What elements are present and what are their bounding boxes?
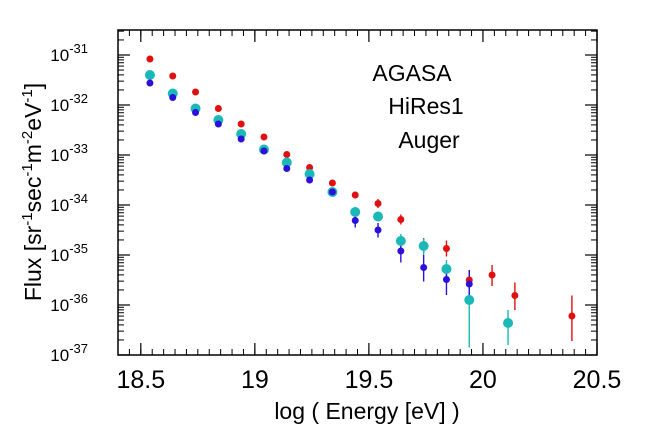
auger-point xyxy=(237,135,245,143)
agasa-point xyxy=(351,191,359,199)
x-tick-label: 20.5 xyxy=(573,366,622,394)
axis-ticks xyxy=(117,30,598,356)
agasa-point xyxy=(260,133,268,141)
agasa-point xyxy=(306,164,314,171)
hires1-point xyxy=(236,129,247,139)
y-label-suffix: ] xyxy=(20,83,46,89)
y-tick-label: 10-31 xyxy=(50,41,88,65)
agasa-point xyxy=(328,179,336,187)
auger-point xyxy=(420,264,428,271)
agasa-point xyxy=(488,271,496,279)
hires1-point xyxy=(441,264,452,274)
legend-entry-auger: Auger xyxy=(398,127,460,153)
hires1-point xyxy=(350,207,361,217)
y-tick-label: 10-37 xyxy=(50,341,88,365)
y-label-mid1: sec xyxy=(20,177,46,213)
y-label-sup3: -2 xyxy=(19,131,36,144)
x-tick-label: 19.5 xyxy=(345,366,394,394)
hires1-point xyxy=(281,157,292,168)
x-tick-label: 18.5 xyxy=(116,366,165,394)
auger-point xyxy=(214,120,222,128)
auger-point xyxy=(351,217,359,224)
hires1-point xyxy=(373,211,384,222)
auger-point xyxy=(146,79,154,87)
auger-point xyxy=(283,165,291,172)
x-tick-label: 20 xyxy=(469,366,497,394)
legend-entry-agasa: AGASA xyxy=(372,60,452,86)
hires1-point xyxy=(503,318,514,328)
agasa-point xyxy=(397,216,405,223)
auger-point xyxy=(260,147,268,155)
y-label-sup4: -1 xyxy=(19,89,36,102)
hires1-point xyxy=(144,70,155,80)
y-label-mid3: eV xyxy=(20,102,46,131)
hires1-point xyxy=(304,169,315,179)
auger-point xyxy=(306,176,314,184)
y-tick-label: 10-36 xyxy=(50,291,88,315)
y-tick-label: 10-35 xyxy=(50,241,88,265)
agasa-point xyxy=(169,72,177,80)
agasa-point xyxy=(192,88,200,96)
legend-entry-hires1: HiRes1 xyxy=(388,93,463,119)
y-label-sup2: -1 xyxy=(19,163,36,176)
auger-point xyxy=(192,109,200,116)
y-label-mid2: m xyxy=(20,144,46,163)
y-label-sup1: -1 xyxy=(19,212,36,225)
agasa-point xyxy=(442,245,450,252)
hires1-point xyxy=(418,241,429,251)
auger-point xyxy=(169,94,177,101)
auger-point xyxy=(328,188,336,196)
plot-frame xyxy=(117,29,598,356)
x-tick-label: 19 xyxy=(241,366,269,394)
hires1-point xyxy=(395,236,406,246)
hires1-point xyxy=(464,295,475,305)
y-label-prefix: Flux [sr xyxy=(20,225,46,301)
auger-point xyxy=(397,247,405,255)
agasa-point xyxy=(237,120,245,128)
y-tick-label: 10-32 xyxy=(50,91,88,115)
y-tick-label: 10-33 xyxy=(50,141,88,165)
agasa-point xyxy=(374,200,382,207)
y-tick-label: 10-34 xyxy=(50,191,88,215)
agasa-point xyxy=(568,312,576,320)
auger-point xyxy=(374,226,382,234)
agasa-point xyxy=(214,105,222,112)
tick-labels: 18.5 19 19.5 20 20.5 10-31 10-32 10-33 10-34 10-3… xyxy=(50,41,621,394)
agasa-point xyxy=(146,55,154,63)
x-axis-label: log ( Energy [eV] ) xyxy=(274,398,459,424)
agasa-point xyxy=(283,151,291,158)
auger-point xyxy=(442,276,450,283)
auger-point xyxy=(465,280,473,288)
data-points xyxy=(144,55,576,328)
y-axis-label: Flux [sr-1sec-1m-2eV-1] xyxy=(19,83,46,301)
agasa-point xyxy=(511,292,519,299)
legend: AGASA HiRes1 Auger xyxy=(372,60,463,153)
